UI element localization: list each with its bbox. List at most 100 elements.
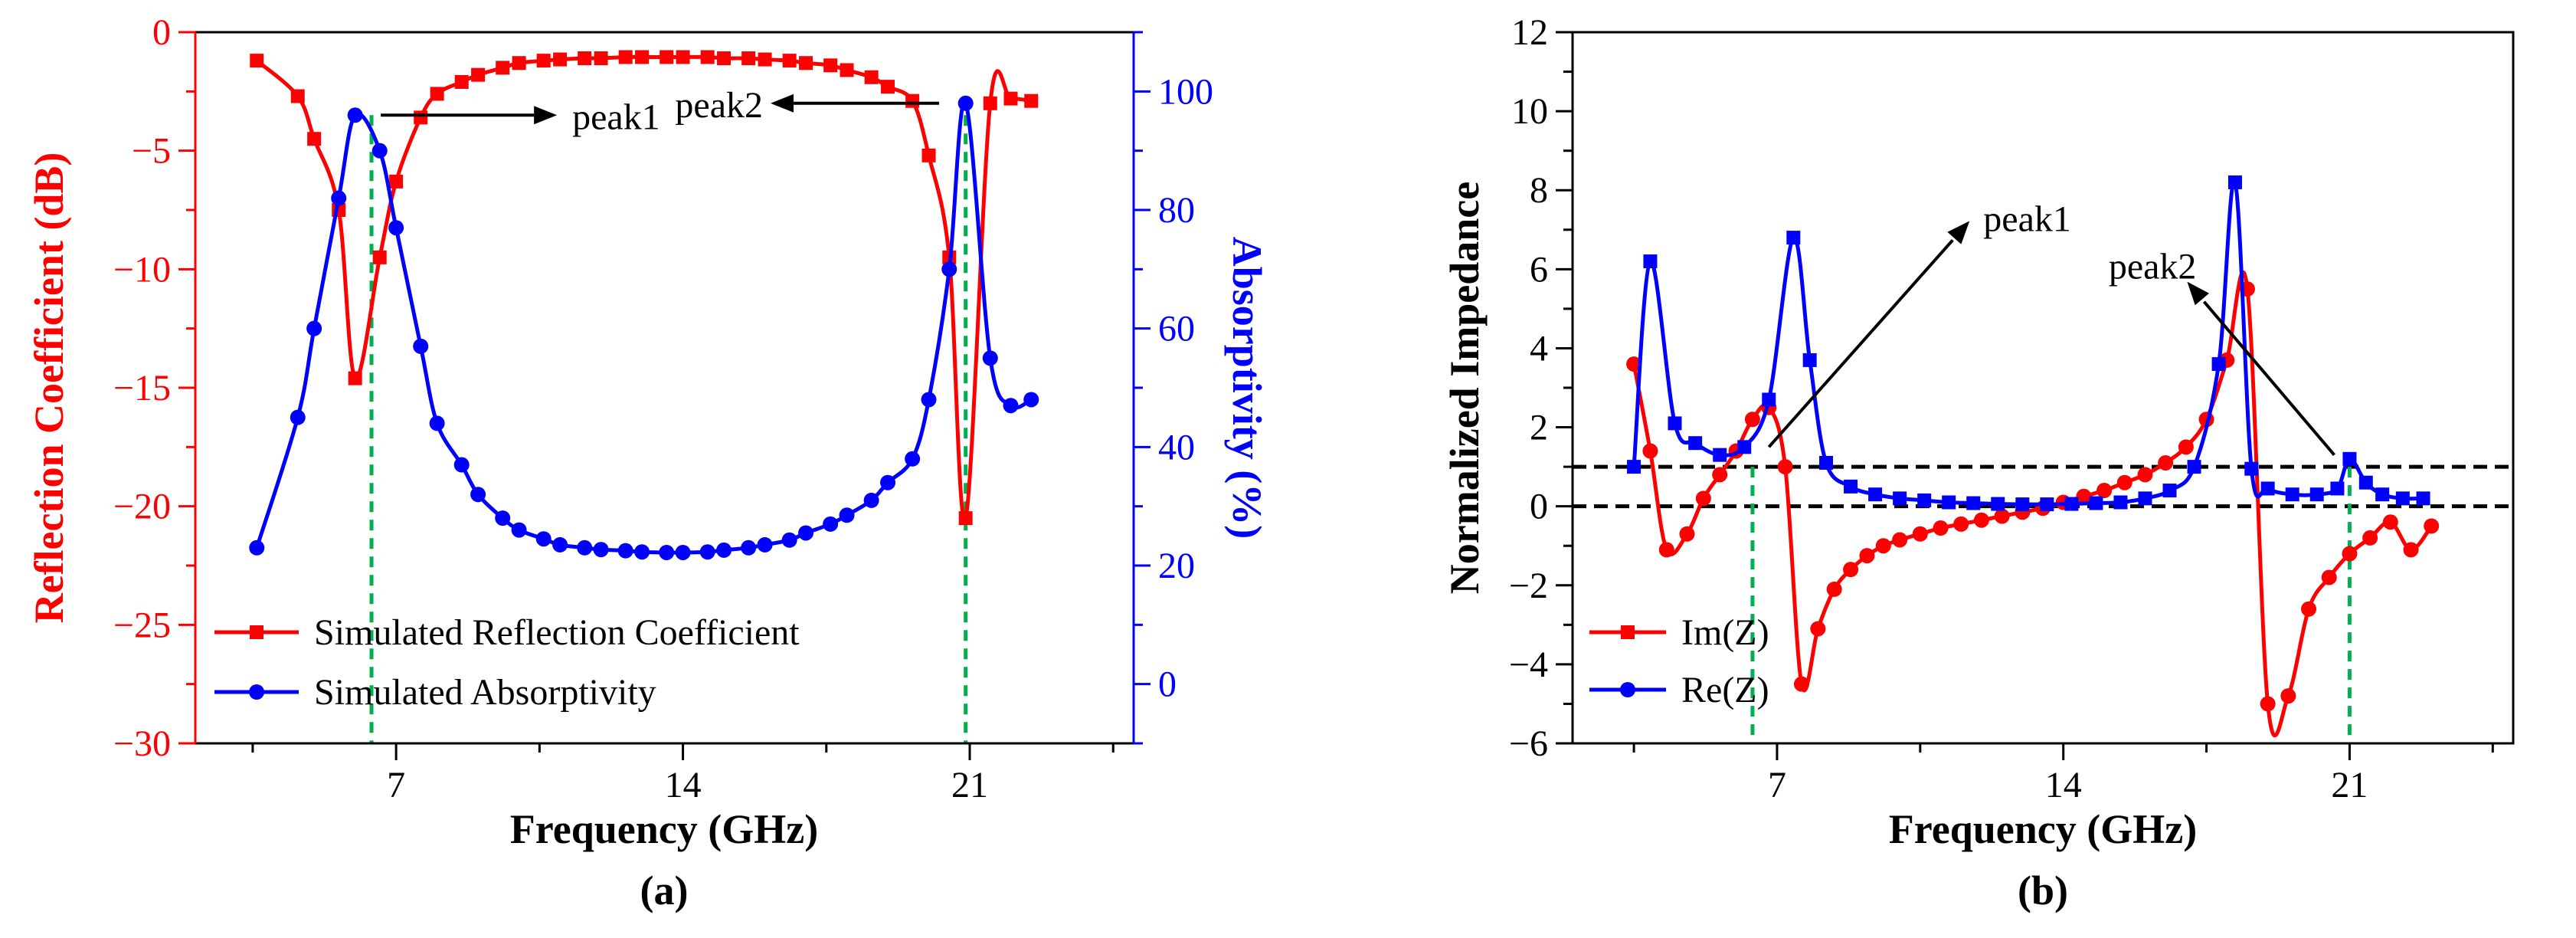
data-point xyxy=(881,80,895,94)
y-tick-label: −6 xyxy=(1509,723,1548,764)
data-point xyxy=(1786,231,1801,245)
data-point xyxy=(1627,460,1642,474)
peak1-label: peak1 xyxy=(572,97,660,137)
panel-a-xlabel: Frequency (GHz) xyxy=(510,806,818,852)
data-point xyxy=(1777,459,1793,475)
data-point xyxy=(863,492,879,508)
data-point xyxy=(1994,508,2010,524)
panel-b-annotations: peak1 peak2 xyxy=(1767,198,2335,456)
data-point xyxy=(2089,496,2103,510)
data-point xyxy=(676,50,690,64)
data-point xyxy=(1953,516,1969,532)
data-point xyxy=(2375,487,2390,502)
panel-a-annotations: peak1 peak2 xyxy=(381,85,940,137)
y-tick-label: 6 xyxy=(1530,249,1548,290)
data-point xyxy=(1626,356,1642,372)
data-point xyxy=(2096,483,2113,499)
data-point xyxy=(2403,542,2419,558)
data-point xyxy=(1810,621,1826,637)
data-point xyxy=(782,54,797,68)
data-point xyxy=(1819,455,1834,470)
data-point xyxy=(577,540,593,556)
data-point xyxy=(823,516,839,532)
data-point xyxy=(905,93,920,108)
legend-label: Im(Z) xyxy=(1681,612,1769,653)
data-point xyxy=(1642,443,1658,459)
y-tick-label: −2 xyxy=(1509,566,1548,606)
panel-a-right-ticks: 0 20 40 60 80 100 xyxy=(1134,31,1213,745)
data-point xyxy=(2330,481,2345,496)
data-point xyxy=(2015,497,2030,512)
re-z-series xyxy=(1627,175,2430,512)
data-point xyxy=(1892,532,1908,548)
panel-a: 7 14 21 0 −5 −10 −15 −20 −25 −30 0 20 40 60 80 100 pe… xyxy=(26,12,1270,913)
data-point xyxy=(880,474,896,490)
legend-label: Simulated Reflection Coefficient xyxy=(314,612,800,653)
y-tick-label: 2 xyxy=(1530,408,1548,448)
left-tick-label: −15 xyxy=(113,368,171,408)
data-point xyxy=(905,451,921,467)
data-point xyxy=(1802,353,1817,367)
panel-a-series xyxy=(249,50,1039,560)
data-point xyxy=(1643,254,1658,269)
data-point xyxy=(2382,514,2398,530)
data-point xyxy=(2244,461,2259,476)
panel-b-ylabel: Normalized Impedance xyxy=(1442,182,1488,594)
data-point xyxy=(347,107,363,123)
data-point xyxy=(512,56,526,71)
peak2-arrowhead xyxy=(771,93,794,113)
data-point xyxy=(1658,542,1674,558)
panel-b-y-ticks: −6 −4 −2 0 2 4 6 8 10 12 xyxy=(1509,12,1573,764)
data-point xyxy=(659,544,675,560)
left-tick-label: 0 xyxy=(152,12,171,53)
data-point xyxy=(840,63,854,77)
y-tick-label: 12 xyxy=(1511,12,1548,53)
data-point xyxy=(1991,497,2005,511)
data-point xyxy=(1933,520,1949,536)
data-point xyxy=(1912,526,1928,542)
data-point xyxy=(941,261,957,277)
data-point xyxy=(1712,467,1728,483)
y-tick-label: 10 xyxy=(1511,91,1548,132)
data-point xyxy=(2395,491,2410,506)
data-point xyxy=(700,50,715,64)
data-point xyxy=(511,522,527,538)
data-point xyxy=(250,54,264,68)
left-tick-label: −20 xyxy=(113,487,171,527)
data-point xyxy=(1843,562,1859,578)
data-point xyxy=(1917,493,1932,507)
data-point xyxy=(1737,440,1752,454)
y-tick-label: 0 xyxy=(1530,487,1548,527)
data-point xyxy=(2178,439,2194,455)
data-point xyxy=(249,540,265,556)
data-point xyxy=(388,220,404,236)
legend-label: Re(Z) xyxy=(1681,670,1769,710)
x-tick-label: 21 xyxy=(951,765,988,805)
x-tick-label: 7 xyxy=(387,765,405,805)
data-point xyxy=(958,511,973,526)
left-tick-label: −25 xyxy=(113,605,171,645)
data-point xyxy=(470,487,486,503)
data-point xyxy=(2260,481,2275,496)
data-point xyxy=(536,54,551,68)
panel-a-left-ticks: 0 −5 −10 −15 −20 −25 −30 xyxy=(113,12,195,764)
data-point xyxy=(1744,412,1760,428)
panel-b-series xyxy=(1626,175,2440,738)
peak1-arrowhead xyxy=(534,106,558,125)
data-point xyxy=(1003,91,1018,106)
data-point xyxy=(1893,491,1907,506)
data-point xyxy=(290,409,306,425)
data-point xyxy=(553,52,568,67)
data-point xyxy=(2342,546,2358,562)
data-point xyxy=(535,531,552,547)
data-point xyxy=(307,132,322,146)
data-point xyxy=(758,52,772,67)
data-point xyxy=(741,51,756,66)
data-point xyxy=(372,250,387,264)
data-point xyxy=(331,190,347,206)
data-point xyxy=(1695,490,1711,507)
data-point xyxy=(2211,357,2226,372)
absorptivity-series xyxy=(249,95,1039,560)
data-point xyxy=(430,87,444,101)
data-point xyxy=(2280,688,2296,704)
